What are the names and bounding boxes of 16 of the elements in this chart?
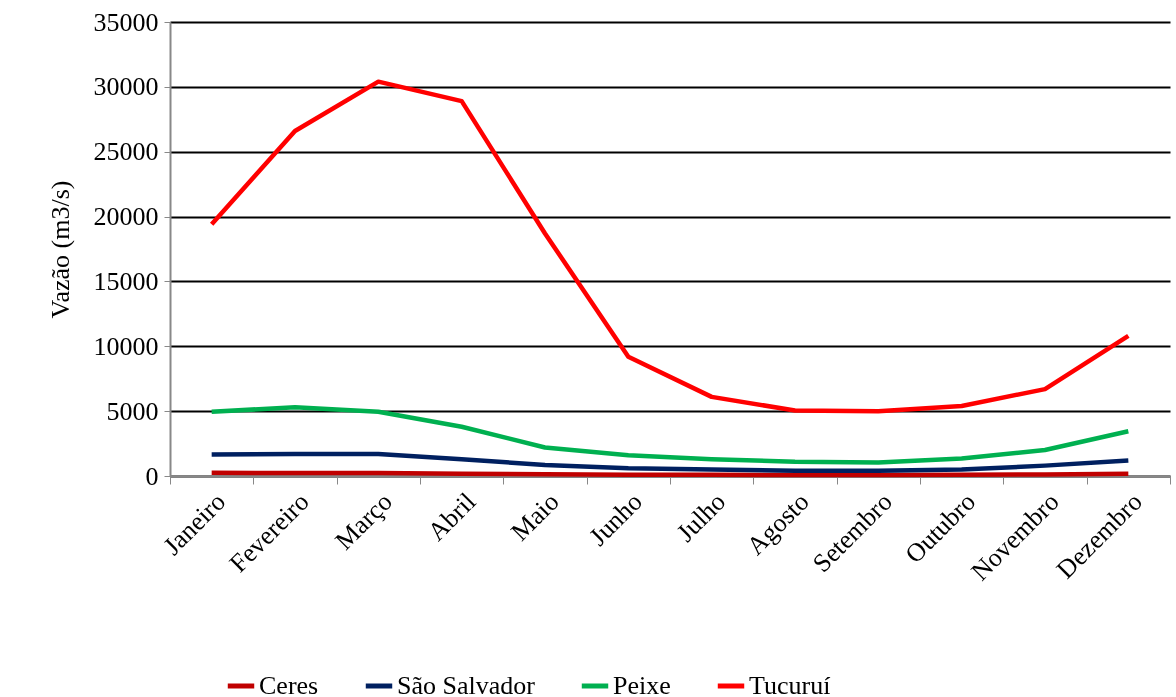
y-tick-label: 15000 <box>93 266 159 296</box>
y-tick-label: 0 <box>145 461 159 491</box>
y-tick-label: 20000 <box>93 202 159 232</box>
y-tick-label: 25000 <box>93 137 159 167</box>
y-tick-label: 10000 <box>93 331 159 361</box>
line-series <box>209 405 1131 465</box>
legend-label: Tucuruí <box>749 671 831 697</box>
line-series <box>209 451 1131 474</box>
y-tick-label: 35000 <box>93 7 159 37</box>
y-tick-label: 5000 <box>106 396 159 426</box>
legend-label: Peixe <box>613 671 671 697</box>
y-axis-title: Vazão (m3/s) <box>45 180 75 319</box>
legend-label: Ceres <box>259 671 319 697</box>
y-tick-label: 30000 <box>93 72 159 102</box>
legend-label: São Salvador <box>397 671 536 697</box>
line-series <box>209 79 1131 414</box>
